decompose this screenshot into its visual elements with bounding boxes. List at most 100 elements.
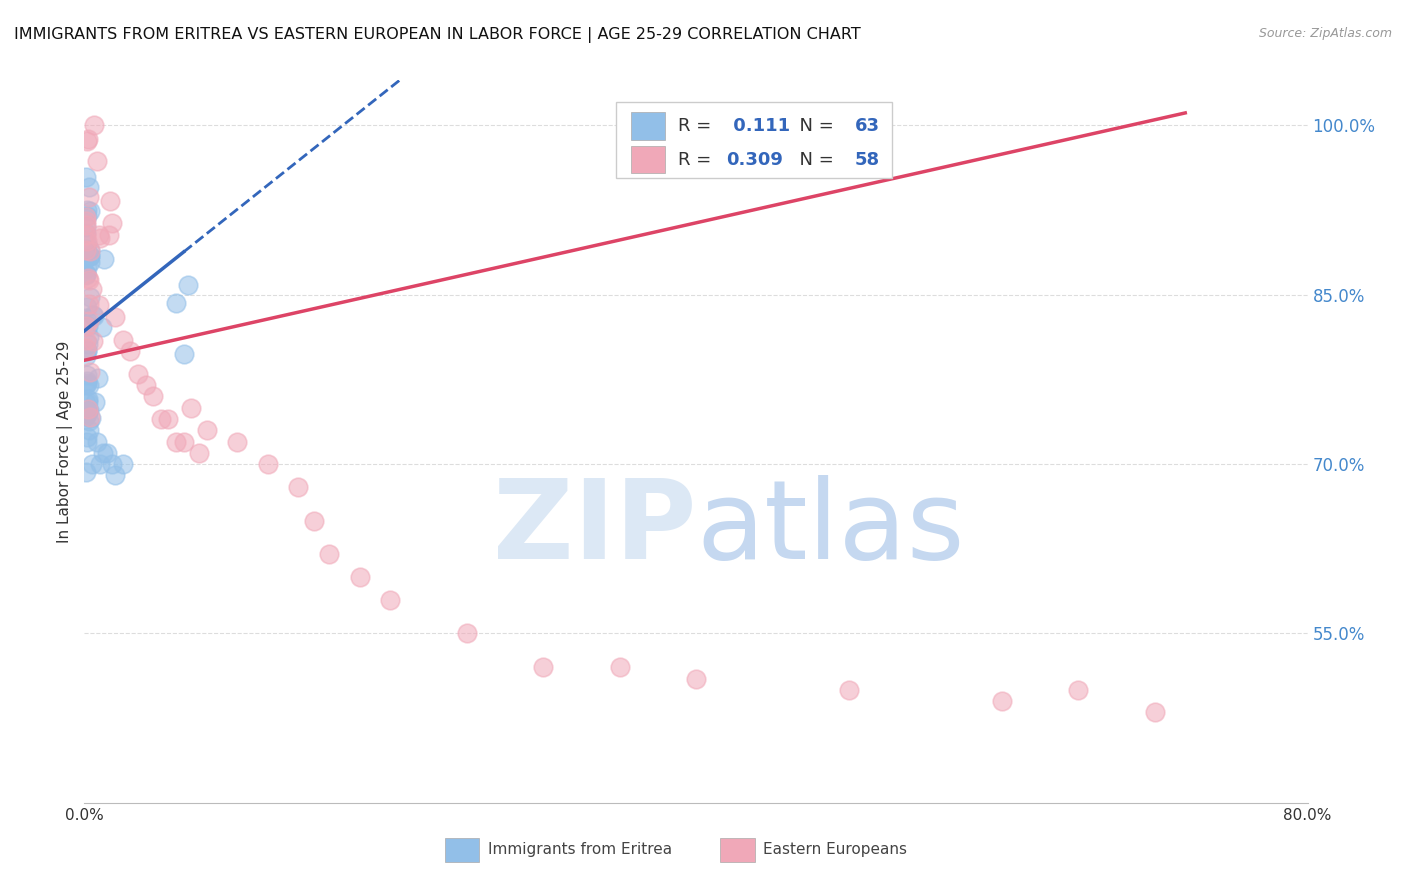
Point [685,672,707,686]
Point [82,282,104,296]
Point [98,227,121,242]
Point [87,298,110,312]
Point [79,366,101,380]
Point [79,410,101,425]
Point [226,434,249,449]
Text: 58: 58 [855,151,880,169]
Point [77,402,100,417]
Point [173,347,195,361]
Point [101,457,124,471]
Point [173,434,195,449]
Point [76,236,98,251]
Point [75,242,97,256]
Point [180,401,202,415]
Point [98,194,121,208]
Point [100,216,122,230]
Point [75,268,97,282]
Point [75,210,97,224]
Point [87,228,110,243]
Point [76,337,98,351]
Point [287,480,309,494]
Point [75,218,97,232]
Point [75,396,97,410]
Point [1143,706,1166,720]
Point [79,243,101,257]
Text: Source: ZipAtlas.com: Source: ZipAtlas.com [1258,27,1392,40]
Point [76,404,98,418]
Point [531,660,554,674]
Point [380,592,402,607]
Point [104,310,127,325]
Point [75,267,97,281]
Point [91,319,114,334]
Point [104,468,127,483]
Point [75,220,97,235]
Text: N =: N = [787,151,839,169]
Point [75,226,97,240]
Point [165,434,187,449]
Point [76,344,98,359]
Point [75,267,97,281]
Point [83,310,105,324]
Bar [720,838,755,862]
Text: Immigrants from Eritrea: Immigrants from Eritrea [488,842,672,857]
Point [76,408,98,422]
Point [165,296,187,310]
Point [77,314,100,328]
Point [79,297,101,311]
Point [76,261,98,276]
Point [76,368,98,383]
Point [195,423,218,437]
Point [111,333,134,347]
Point [77,190,100,204]
Point [83,395,105,409]
Point [76,202,98,217]
Point [75,251,97,265]
Point [76,434,98,449]
Point [79,203,101,218]
Point [456,626,478,640]
Point [349,570,371,584]
Point [91,446,114,460]
Point [75,349,97,363]
Point [82,334,104,349]
Point [76,318,98,333]
FancyBboxPatch shape [616,102,891,178]
Point [318,548,340,562]
Point [1067,682,1090,697]
Point [86,371,108,385]
Point [991,694,1014,708]
Point [89,457,111,471]
Text: 0.111: 0.111 [727,117,790,135]
Point [77,423,100,437]
Point [86,153,108,168]
Point [75,409,97,424]
Text: IMMIGRANTS FROM ERITREA VS EASTERN EUROPEAN IN LABOR FORCE | AGE 25-29 CORRELATI: IMMIGRANTS FROM ERITREA VS EASTERN EUROP… [14,27,860,43]
Point [111,457,134,471]
Point [177,278,200,293]
Point [76,209,98,223]
Point [75,243,97,257]
Point [838,682,860,697]
Text: 0.309: 0.309 [727,151,783,169]
Point [75,244,97,258]
Text: N =: N = [787,117,839,135]
Text: 63: 63 [855,117,880,135]
Point [76,343,98,357]
Point [76,374,98,388]
Point [79,411,101,425]
Point [76,234,98,248]
Text: R =: R = [678,117,717,135]
Point [89,231,111,245]
Point [75,169,97,184]
Point [120,344,142,359]
Text: Eastern Europeans: Eastern Europeans [763,842,907,857]
Point [79,244,101,258]
Point [76,341,98,355]
Point [75,228,97,243]
Point [75,318,97,333]
Y-axis label: In Labor Force | Age 25-29: In Labor Force | Age 25-29 [58,341,73,542]
Point [77,392,100,406]
Point [609,660,631,674]
Text: R =: R = [678,151,717,169]
